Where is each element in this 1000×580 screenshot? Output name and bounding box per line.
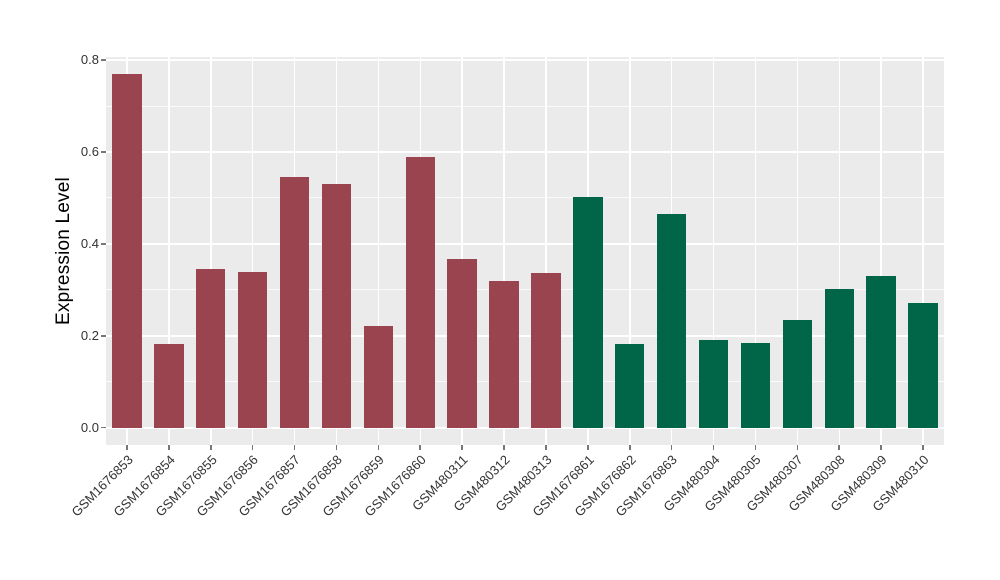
bar bbox=[908, 302, 938, 428]
y-gridline-major bbox=[106, 426, 944, 429]
bar bbox=[237, 272, 268, 428]
x-gridline bbox=[168, 57, 170, 445]
bar bbox=[531, 272, 561, 428]
x-tick-mark bbox=[335, 445, 338, 450]
bar bbox=[112, 74, 142, 428]
x-tick-mark bbox=[628, 445, 631, 450]
y-tick-label: 0.6 bbox=[80, 144, 99, 160]
bar bbox=[824, 288, 854, 428]
x-tick-mark bbox=[503, 445, 505, 450]
x-tick-mark bbox=[126, 445, 128, 450]
x-tick-mark bbox=[293, 445, 296, 450]
y-gridline-minor bbox=[106, 197, 944, 199]
x-tick-mark bbox=[419, 445, 422, 450]
y-tick-label: 0.4 bbox=[80, 235, 99, 251]
bar bbox=[154, 343, 184, 428]
y-gridline-minor bbox=[106, 289, 944, 291]
x-tick-mark bbox=[377, 445, 380, 450]
x-gridline bbox=[922, 57, 924, 445]
x-gridline bbox=[545, 57, 547, 445]
x-gridline bbox=[377, 57, 380, 445]
bar bbox=[866, 275, 896, 428]
bar bbox=[279, 176, 310, 428]
bar bbox=[363, 325, 393, 428]
x-tick-mark bbox=[712, 445, 715, 450]
bar bbox=[740, 342, 771, 428]
x-tick-mark bbox=[545, 445, 547, 450]
x-gridline bbox=[754, 57, 757, 445]
x-gridline bbox=[880, 57, 882, 445]
x-tick-mark bbox=[251, 445, 254, 450]
y-tick-label: 0.8 bbox=[80, 52, 99, 68]
bar bbox=[321, 184, 352, 428]
x-tick-mark bbox=[670, 445, 673, 450]
y-tick-mark bbox=[101, 59, 106, 62]
y-gridline-major bbox=[106, 242, 944, 245]
bar bbox=[489, 281, 519, 428]
x-gridline bbox=[629, 57, 631, 445]
y-gridline-major bbox=[106, 151, 944, 154]
x-gridline bbox=[461, 57, 463, 445]
x-tick-mark bbox=[168, 445, 170, 450]
x-gridline bbox=[503, 57, 505, 445]
y-gridline-minor bbox=[106, 105, 944, 107]
plot-panel bbox=[106, 57, 944, 445]
x-tick-mark bbox=[880, 445, 882, 450]
bar bbox=[698, 340, 729, 428]
bar bbox=[405, 156, 435, 428]
x-tick-mark bbox=[754, 445, 757, 450]
y-tick-label: 0.0 bbox=[80, 419, 99, 435]
bar bbox=[615, 344, 645, 428]
x-tick-mark bbox=[838, 445, 841, 450]
y-gridline-major bbox=[106, 334, 944, 337]
y-tick-mark bbox=[101, 151, 106, 153]
y-gridline-minor bbox=[106, 381, 944, 383]
x-tick-mark bbox=[796, 445, 799, 450]
bar bbox=[782, 319, 812, 428]
x-gridline bbox=[210, 57, 212, 445]
x-gridline bbox=[838, 57, 840, 445]
bar bbox=[656, 214, 687, 428]
x-tick-mark bbox=[209, 445, 212, 450]
bar bbox=[573, 197, 603, 428]
x-tick-mark bbox=[461, 445, 463, 450]
x-tick-mark bbox=[587, 445, 589, 450]
y-tick-mark bbox=[101, 426, 106, 429]
x-tick-mark bbox=[922, 445, 924, 450]
y-tick-label: 0.2 bbox=[80, 327, 99, 343]
bar bbox=[447, 259, 477, 428]
y-gridline-major bbox=[106, 59, 944, 62]
x-gridline bbox=[251, 57, 254, 445]
y-tick-mark bbox=[101, 334, 106, 337]
x-gridline bbox=[712, 57, 715, 445]
x-gridline bbox=[796, 57, 799, 445]
bar bbox=[196, 268, 226, 428]
y-tick-mark bbox=[101, 243, 106, 245]
